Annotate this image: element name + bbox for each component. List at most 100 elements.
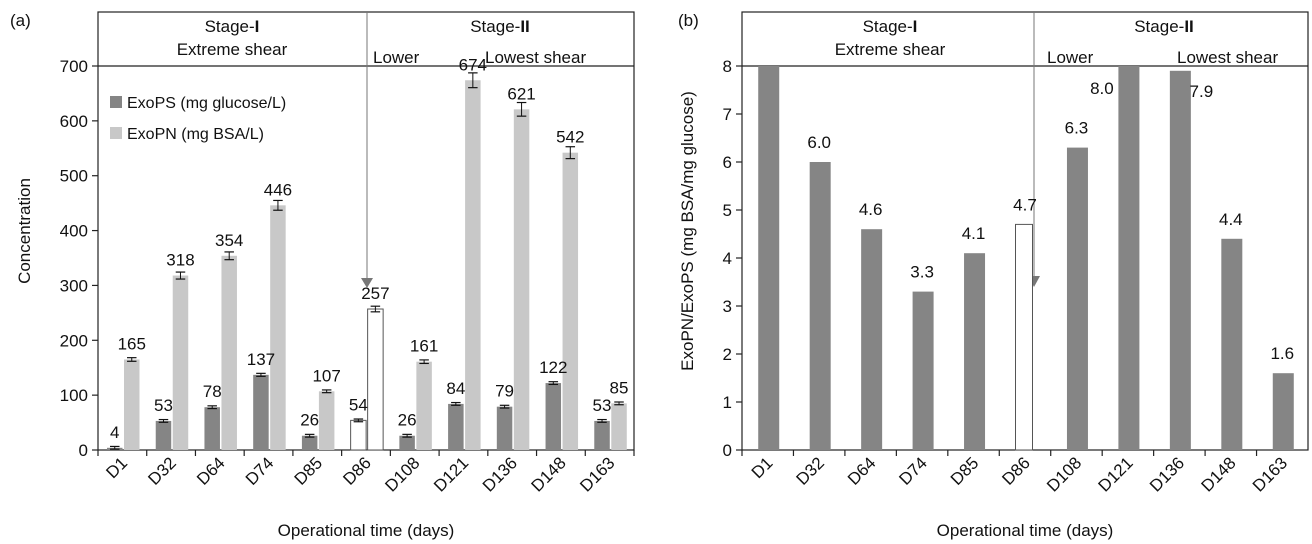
data-label-exops: 84 (446, 379, 465, 398)
bar-exops (253, 374, 269, 450)
x-tick-label: D163 (1249, 453, 1291, 495)
panel-b-stage2-lowest: Lowest shear (1177, 48, 1278, 67)
panel-a-x-axis: D1 D32 D64 D74 D85 D86 D108 D121 D136 D148 D163 (97, 450, 635, 496)
y-tick-label: 300 (60, 276, 88, 295)
bar-exops (204, 407, 220, 450)
bar-ratio (1169, 70, 1191, 451)
panel-a-stage2-lower: Lower (373, 48, 420, 67)
bar-exopn (124, 359, 140, 450)
bar-exopn (562, 152, 579, 450)
panel-a-bars: 4 165 53 318 78 354 137 446 26 107 54 257 26 161 84 674… (107, 55, 629, 451)
bar-ratio (1272, 373, 1294, 450)
data-label-ratio: 1.6 (1270, 344, 1294, 363)
bar-exops (155, 420, 172, 450)
data-label-exops: 78 (203, 382, 222, 401)
panel-b-stage2-title: Stage-II (1134, 17, 1194, 36)
legend-label-exops: ExoPS (mg glucose/L) (127, 95, 286, 112)
bar-exopn (416, 361, 432, 450)
panel-b: (b) Stage-I Extreme shear Stage-II Lower… (678, 11, 1309, 540)
data-label-exops: 4 (110, 423, 119, 442)
data-label-exops: 53 (154, 396, 173, 415)
bar-exopn (172, 275, 189, 450)
bar-exopn (221, 255, 237, 450)
y-tick-label: 8 (723, 57, 732, 76)
y-tick-label: 700 (60, 57, 88, 76)
data-label-ratio: 4.4 (1219, 210, 1243, 229)
bar-exopn (367, 308, 384, 451)
y-tick-label: 6 (723, 153, 732, 172)
panel-a-label: (a) (10, 11, 31, 30)
y-tick-label: 600 (60, 112, 88, 131)
data-label-exopn: 161 (410, 337, 438, 356)
panel-b-y-label: ExoPN/ExoPS (mg BSA/mg glucose) (678, 91, 697, 371)
x-tick-label: D74 (895, 453, 930, 488)
data-label-exops: 54 (349, 395, 368, 414)
data-label-exops: 122 (539, 358, 567, 377)
y-tick-label: 7 (723, 105, 732, 124)
y-tick-label: 500 (60, 167, 88, 186)
bar-ratio (1118, 66, 1140, 450)
panel-b-label: (b) (678, 11, 699, 30)
panel-a-stage-arrow (361, 278, 373, 288)
panel-b-y-axis: 0 1 2 3 4 5 6 7 8 (723, 57, 742, 460)
data-label-exopn: 674 (459, 55, 487, 74)
y-tick-label: 3 (723, 297, 732, 316)
data-label-ratio: 6.0 (807, 133, 831, 152)
bar-exopn (318, 391, 335, 450)
x-tick-label: D64 (844, 453, 879, 488)
data-label-ratio: 3.3 (910, 263, 934, 282)
x-tick-label: D1 (748, 453, 777, 482)
bar-ratio (912, 291, 934, 450)
data-label-exopn: 257 (361, 284, 389, 303)
data-label-exopn: 85 (610, 378, 629, 397)
x-tick-label: D64 (193, 453, 228, 488)
y-tick-label: 400 (60, 222, 88, 241)
data-label-exopn: 542 (556, 128, 584, 147)
bar-exops (399, 435, 415, 450)
bar-exops (350, 419, 367, 451)
x-tick-label: D86 (998, 453, 1033, 488)
bar-exops (545, 383, 562, 450)
bar-exops (594, 420, 610, 450)
x-tick-label: D86 (339, 453, 374, 488)
bar-ratio (758, 66, 780, 450)
y-tick-label: 200 (60, 331, 88, 350)
y-tick-label: 1 (723, 393, 732, 412)
data-label-exops: 26 (300, 411, 319, 430)
panel-a-x-label: Operational time (days) (278, 521, 455, 540)
x-tick-label: D85 (947, 453, 982, 488)
x-tick-label: D136 (1146, 453, 1188, 495)
y-tick-label: 4 (723, 249, 732, 268)
panel-a-stage2-lowest: Lowest shear (485, 48, 586, 67)
bar-exopn (513, 109, 530, 450)
bar-exopn (465, 80, 481, 451)
panel-a-stage1-title: Stage-I (205, 17, 260, 36)
x-tick-label: D85 (291, 453, 326, 488)
y-tick-label: 2 (723, 345, 732, 364)
data-label-ratio: 7.9 (1190, 82, 1214, 101)
y-tick-label: 5 (723, 201, 732, 220)
bar-ratio (809, 162, 831, 450)
bar-ratio (964, 253, 986, 450)
legend-label-exopn: ExoPN (mg BSA/L) (127, 126, 264, 143)
x-tick-label: D108 (1043, 453, 1085, 495)
panel-b-stage2-lower: Lower (1047, 48, 1094, 67)
panel-b-x-axis: D1 D32 D64 D74 D85 D86 D108 D121 D136 D148 D163 (741, 450, 1291, 496)
x-tick-label: D121 (430, 453, 472, 495)
y-tick-label: 100 (60, 386, 88, 405)
data-label-exops: 79 (495, 382, 514, 401)
y-tick-label: 0 (723, 441, 732, 460)
data-label-exopn: 621 (507, 84, 535, 103)
bar-ratio (1066, 147, 1088, 450)
panel-a-legend: ExoPS (mg glucose/L) ExoPN (mg BSA/L) (110, 95, 286, 143)
x-tick-label: D108 (381, 453, 423, 495)
panel-a-stage1-sub: Extreme shear (177, 40, 288, 59)
data-label-exops: 53 (593, 396, 612, 415)
bar-exops (448, 403, 464, 450)
panel-a-stage2-title: Stage-II (470, 17, 530, 36)
panel-a: (a) Stage-I Extreme shear Stage-II Lower… (10, 11, 635, 540)
panel-b-bars: 6.0 4.6 3.3 4.1 4.7 6.3 8.0 7.9 4.4 1.6 (758, 66, 1294, 451)
bar-exopn (270, 205, 286, 450)
data-label-ratio: 6.3 (1065, 119, 1089, 138)
data-label-ratio: 4.6 (859, 200, 883, 219)
